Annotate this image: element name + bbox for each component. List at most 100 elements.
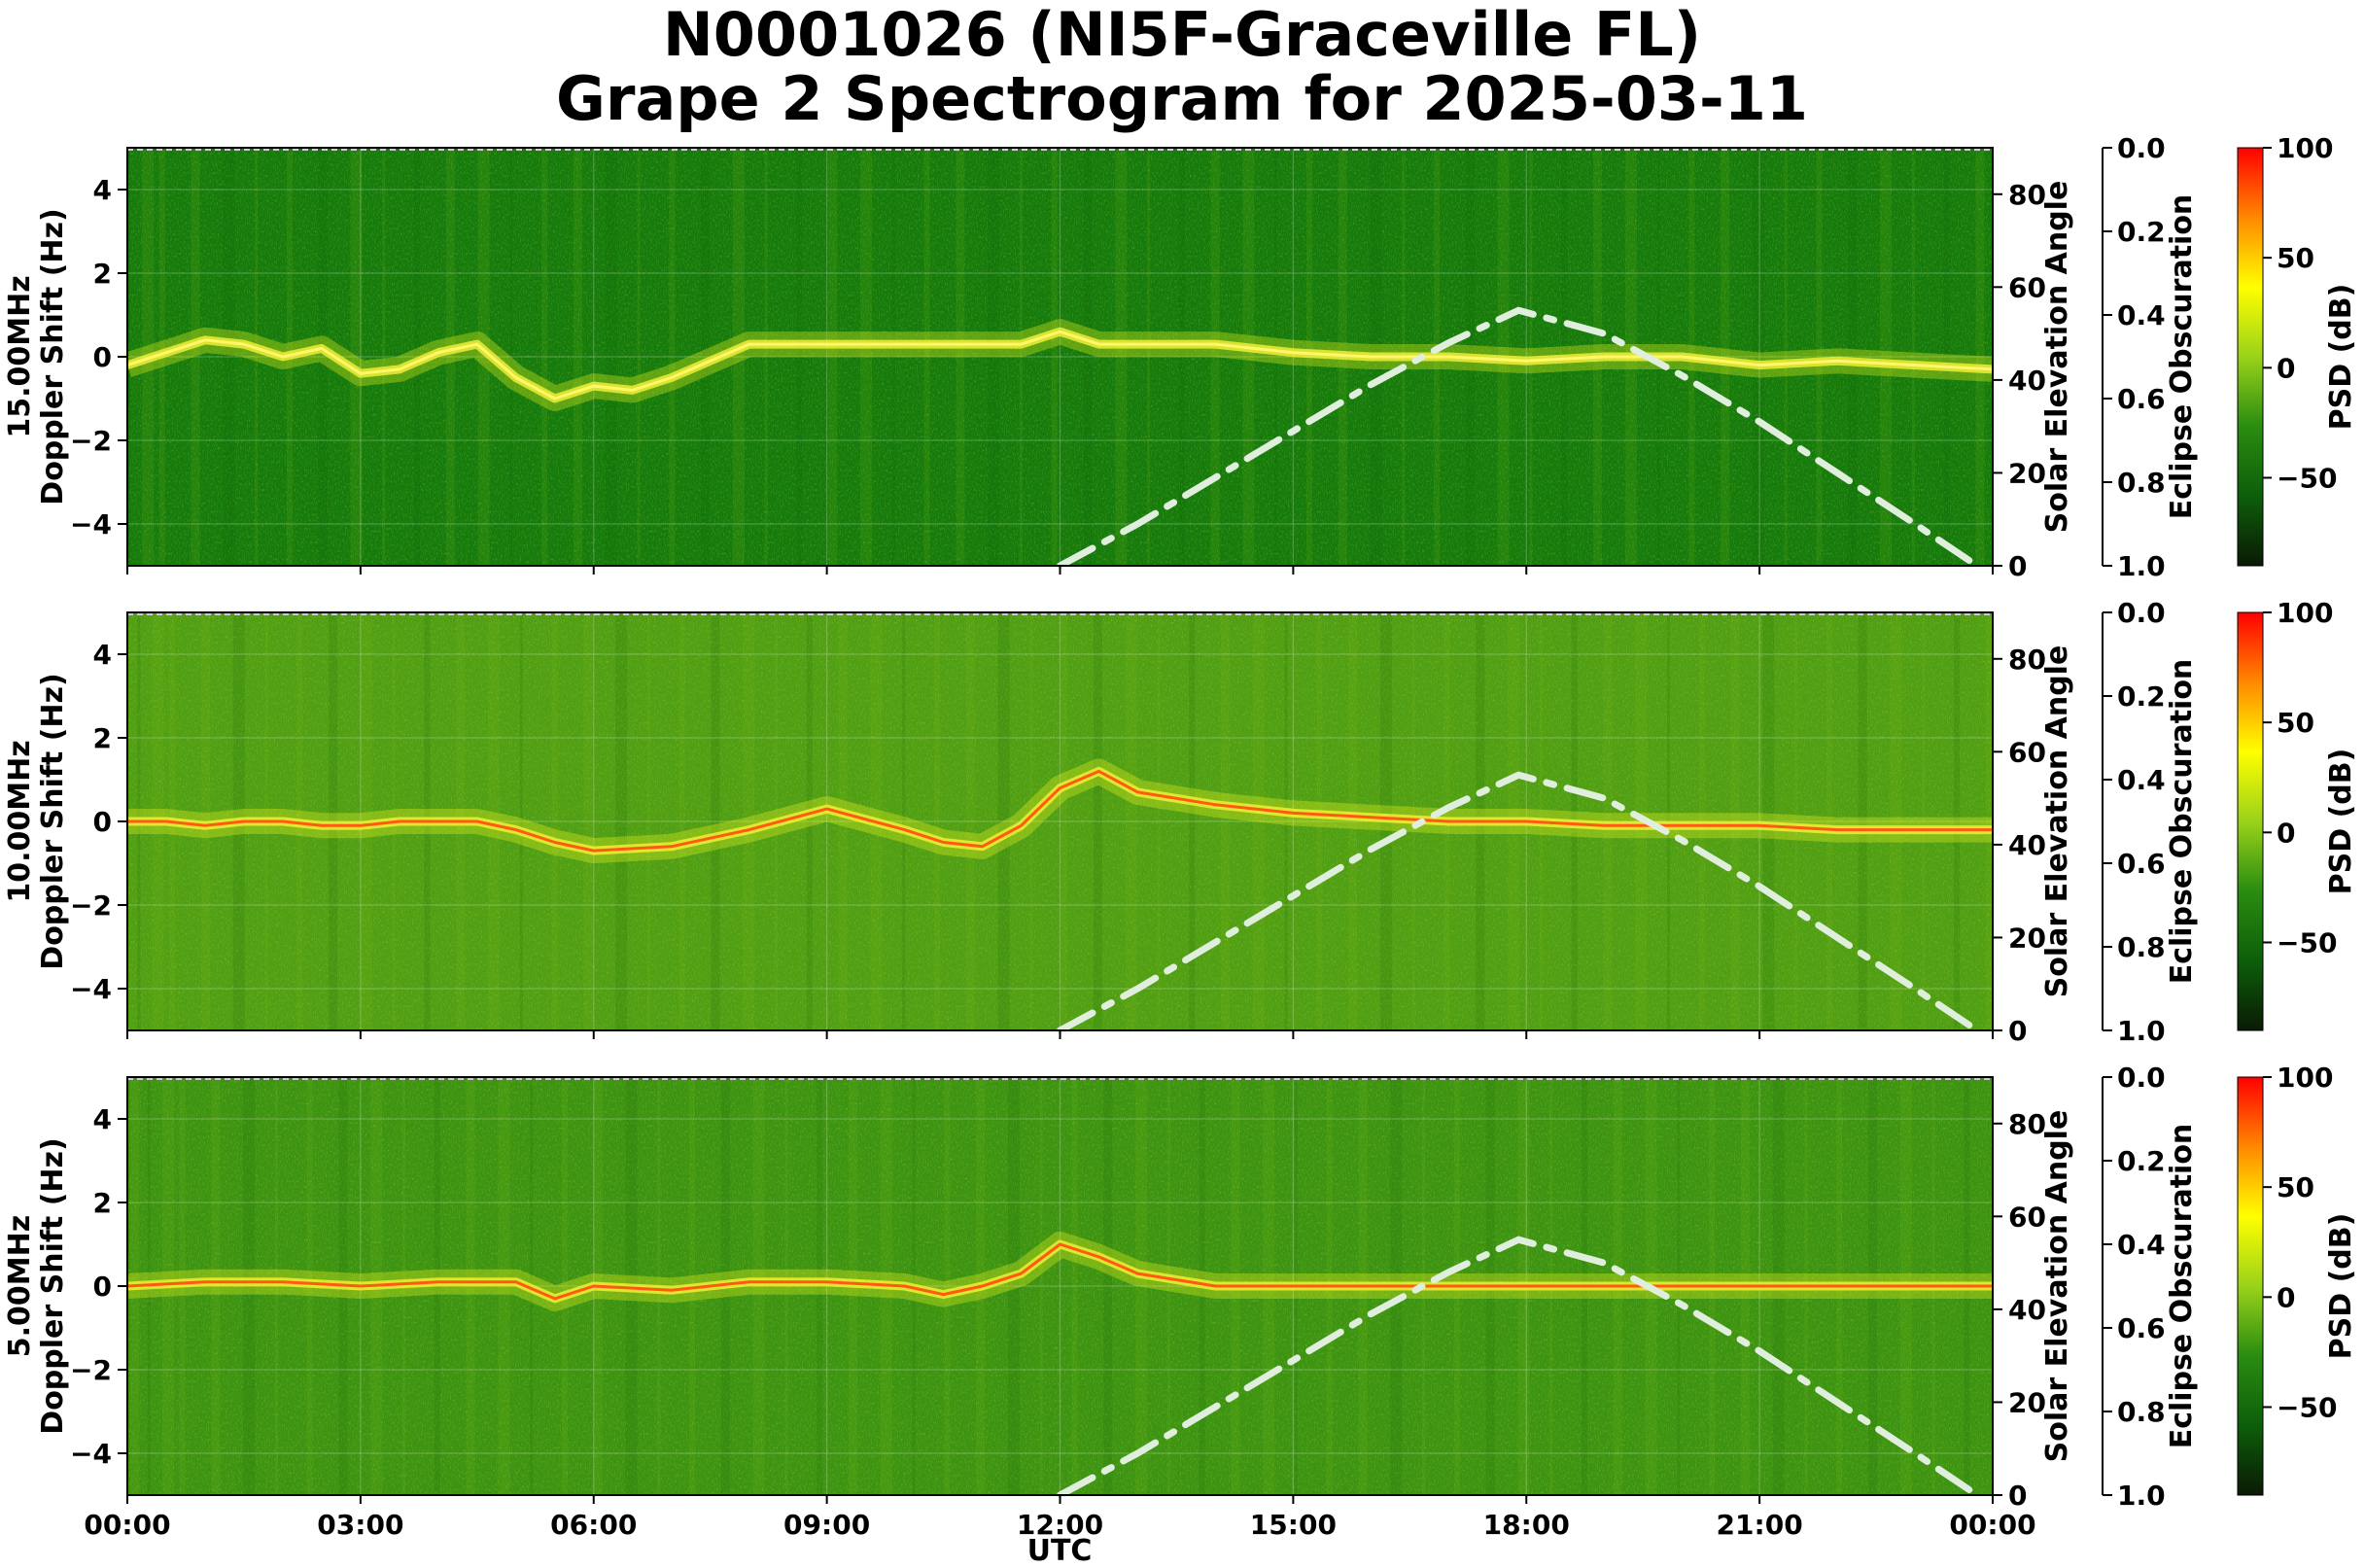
- colorbar-tick-label: 0: [2277, 817, 2295, 849]
- spectrogram-striation: [1784, 148, 1788, 566]
- spectrogram-striation: [318, 148, 328, 566]
- eclipse-tick-label: 0.8: [2117, 1396, 2166, 1428]
- doppler-trace-core: [126, 1242, 1993, 1301]
- eclipse-tick-label: 0.6: [2117, 848, 2166, 880]
- y-tick-label: −4: [70, 973, 112, 1005]
- spectrogram-striation: [1911, 148, 1915, 566]
- panel-ylabel: Doppler Shift (Hz): [36, 1137, 70, 1434]
- spectrogram-striation: [1816, 148, 1823, 566]
- colorbar-tick-label: −50: [2277, 926, 2337, 958]
- eclipse-tick-label: 1.0: [2117, 1015, 2166, 1047]
- spectrogram-striation: [1316, 612, 1323, 1030]
- eclipse-tick-label: 0.4: [2117, 299, 2166, 331]
- spectrogram-striation: [1051, 148, 1058, 566]
- solar-tick-label: 40: [2008, 365, 2046, 397]
- colorbar: [2237, 611, 2264, 1031]
- panel-frequency-label: 5.00MHz: [3, 1215, 37, 1357]
- panel-frequency-label: 10.00MHz: [3, 740, 37, 902]
- spectrogram-striation: [1858, 612, 1867, 1030]
- spectrogram-striation: [191, 148, 200, 566]
- spectrogram-striation: [1083, 148, 1093, 566]
- solar-tick-label: 0: [2008, 1480, 2027, 1512]
- spectrogram-striation: [1115, 148, 1128, 566]
- spectrogram-striation: [806, 612, 813, 1030]
- solar-tick-label: 40: [2008, 829, 2046, 861]
- y-tick-label: −2: [70, 425, 112, 457]
- solar-tick-label: 60: [2008, 736, 2046, 768]
- spectrogram-striation: [923, 148, 930, 566]
- spectrogram-striation: [1019, 148, 1023, 566]
- x-axis-label: UTC: [1027, 1534, 1093, 1568]
- y-tick-label: 4: [93, 174, 112, 206]
- panel-10.00MHz: 420−2−410.00MHz Doppler Shift (Hz)0204060…: [3, 597, 2358, 1047]
- spectrogram-striation: [1848, 148, 1858, 566]
- spectrogram-striation: [1985, 612, 1995, 1030]
- spectrogram-striation: [732, 148, 745, 566]
- spectrogram-striation: [445, 148, 455, 566]
- spectrogram-striation: [1061, 612, 1068, 1030]
- spectrogram-striation: [1880, 148, 1893, 566]
- eclipse-tick-label: 0.2: [2117, 1145, 2166, 1177]
- eclipse-tick-label: 0.4: [2117, 1229, 2166, 1261]
- eclipse-tick-label: 0.8: [2117, 931, 2166, 963]
- spectrogram-striation: [605, 148, 617, 566]
- spectrogram-striation: [838, 612, 848, 1030]
- spectrogram-striation: [956, 148, 965, 566]
- colorbar-tick-label: 100: [2277, 1062, 2333, 1094]
- solar-tick-label: 0: [2008, 550, 2027, 582]
- spectrogram-striation: [1348, 612, 1358, 1030]
- x-tick-label: 09:00: [783, 1509, 870, 1541]
- y-tick-label: 0: [93, 1271, 112, 1303]
- spectrogram-striation: [1210, 148, 1220, 566]
- spectrogram-striation: [1284, 612, 1288, 1030]
- colorbar-tick-label: 0: [2277, 352, 2295, 384]
- y-tick-label: 2: [93, 1187, 112, 1219]
- panel-frequency-label: 15.00MHz: [3, 275, 37, 437]
- spectrogram-striation: [1752, 148, 1764, 566]
- colorbar-tick-label: 50: [2277, 242, 2314, 274]
- y-tick-label: −2: [70, 889, 112, 922]
- spectrogram-striation: [1794, 612, 1798, 1030]
- spectrogram-striation: [1826, 612, 1832, 1030]
- spectrogram-striation: [1007, 1077, 1020, 1495]
- spectrogram-striation: [933, 612, 940, 1030]
- eclipse-obscuration-label: Eclipse Obscuration: [2165, 659, 2199, 985]
- eclipse-tick-label: 0.2: [2117, 216, 2166, 248]
- panel-5.00MHz: 420−2−45.00MHz Doppler Shift (Hz)02040608…: [3, 1062, 2358, 1512]
- colorbar-tick-label: 50: [2277, 1171, 2314, 1203]
- spectrogram-striation: [1071, 1077, 1078, 1495]
- eclipse-tick-label: 0.6: [2117, 1312, 2166, 1344]
- solar-elevation-curve: [1057, 1236, 1981, 1499]
- spectrogram-striation: [1252, 612, 1265, 1030]
- spectrogram-striation: [1922, 612, 1926, 1030]
- solar-elevation-label: Solar Elevation Angle: [2040, 181, 2074, 534]
- spectrogram-striation: [509, 148, 513, 566]
- doppler-trace-core: [127, 769, 1993, 853]
- panel-ylabel: Doppler Shift (Hz): [36, 208, 70, 505]
- eclipse-tick-label: 0.8: [2117, 467, 2166, 499]
- x-tick-label: 18:00: [1483, 1509, 1570, 1541]
- spectrogram-striation: [965, 612, 975, 1030]
- solar-elevation-label: Solar Elevation Angle: [2040, 645, 2074, 998]
- spectrogram-striation: [615, 612, 628, 1030]
- spectrogram-striation: [1039, 1077, 1043, 1495]
- colorbar-tick-label: −50: [2277, 462, 2337, 494]
- x-tick-label: 21:00: [1717, 1509, 1803, 1541]
- spectrogram-striation: [743, 612, 755, 1030]
- solar-tick-label: 80: [2008, 179, 2046, 211]
- spectrogram-striation: [541, 148, 548, 566]
- spectrogram-striation: [637, 148, 641, 566]
- spectrogram-striation: [1221, 612, 1231, 1030]
- x-tick-label: 00:00: [1949, 1509, 2035, 1541]
- solar-tick-label: 80: [2008, 644, 2046, 676]
- x-tick-label: 12:00: [1017, 1509, 1103, 1541]
- eclipse-tick-label: 0.0: [2117, 132, 2166, 164]
- solar-tick-label: 20: [2008, 922, 2046, 954]
- spectrogram-striation: [1274, 148, 1278, 566]
- spectrogram-striation: [414, 148, 421, 566]
- spectrogram-striation: [860, 148, 873, 566]
- colorbar-label: PSD (dB): [2324, 749, 2358, 895]
- spectrogram-striation: [477, 148, 490, 566]
- doppler-trace-core: [126, 330, 1994, 401]
